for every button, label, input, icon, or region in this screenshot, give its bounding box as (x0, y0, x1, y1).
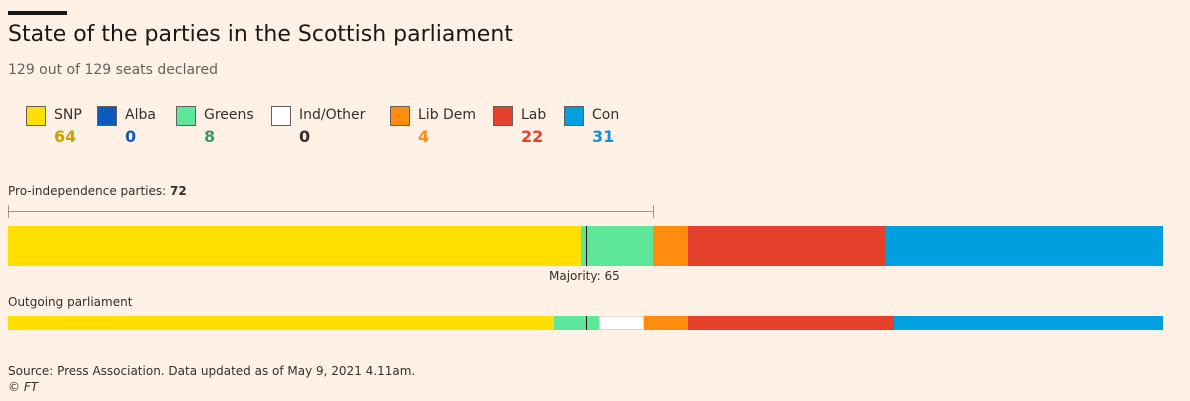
pro-independence-bracket (8, 211, 653, 212)
bar-segment-greens (554, 316, 599, 330)
legend-swatch (26, 106, 46, 126)
legend-label: Lib Dem (418, 107, 477, 123)
legend-label: SNP (54, 107, 82, 123)
chart-title: State of the parties in the Scottish par… (8, 22, 513, 47)
bracket-tick-end (652, 205, 654, 218)
outgoing-parliament-label: Outgoing parliament (8, 295, 133, 309)
legend-label: Alba (125, 107, 156, 123)
chart-subtitle: 129 out of 129 seats declared (8, 62, 218, 78)
pro-independence-label: Pro-independence parties: (8, 184, 167, 198)
legend-swatch (271, 106, 291, 126)
legend-label: Greens (204, 107, 254, 123)
bar-segment-lib-dem (643, 316, 689, 330)
legend-label: Con (592, 107, 620, 123)
legend: SNP 64 Alba 0 Greens 8 Ind/Other 0 Lib D… (0, 104, 700, 154)
legend-value: 31 (592, 127, 615, 146)
bar-segment-ind-other (598, 316, 644, 330)
current-seats-bar (8, 226, 1163, 266)
bar-segment-lab (688, 316, 895, 330)
pro-independence-value: 72 (169, 184, 187, 198)
bar-segment-snp (8, 226, 582, 266)
majority-line (585, 226, 587, 266)
majority-line (585, 316, 587, 330)
copyright: © FT (8, 380, 39, 394)
legend-value: 0 (125, 127, 137, 146)
bracket-tick-start (8, 205, 9, 218)
legend-swatch (176, 106, 196, 126)
legend-swatch (97, 106, 117, 126)
bar-segment-greens (581, 226, 653, 266)
legend-swatch (493, 106, 513, 126)
majority-label: Majority: 65 (549, 269, 620, 283)
legend-value: 0 (299, 127, 311, 146)
outgoing-seats-bar (8, 316, 1163, 330)
legend-value: 22 (521, 127, 544, 146)
source-note: Source: Press Association. Data updated … (8, 364, 416, 378)
title-rule (8, 11, 67, 15)
bar-segment-lab (688, 226, 886, 266)
legend-label: Lab (521, 107, 547, 123)
legend-value: 4 (418, 127, 430, 146)
legend-swatch (564, 106, 584, 126)
bar-segment-snp (8, 316, 555, 330)
pro-independence-annotation: Pro-independence parties: 72 (8, 184, 187, 198)
bar-segment-con (894, 316, 1163, 330)
legend-value: 8 (204, 127, 216, 146)
legend-swatch (390, 106, 410, 126)
legend-value: 64 (54, 127, 77, 146)
bar-segment-lib-dem (652, 226, 689, 266)
legend-label: Ind/Other (299, 107, 366, 123)
bar-segment-con (885, 226, 1163, 266)
